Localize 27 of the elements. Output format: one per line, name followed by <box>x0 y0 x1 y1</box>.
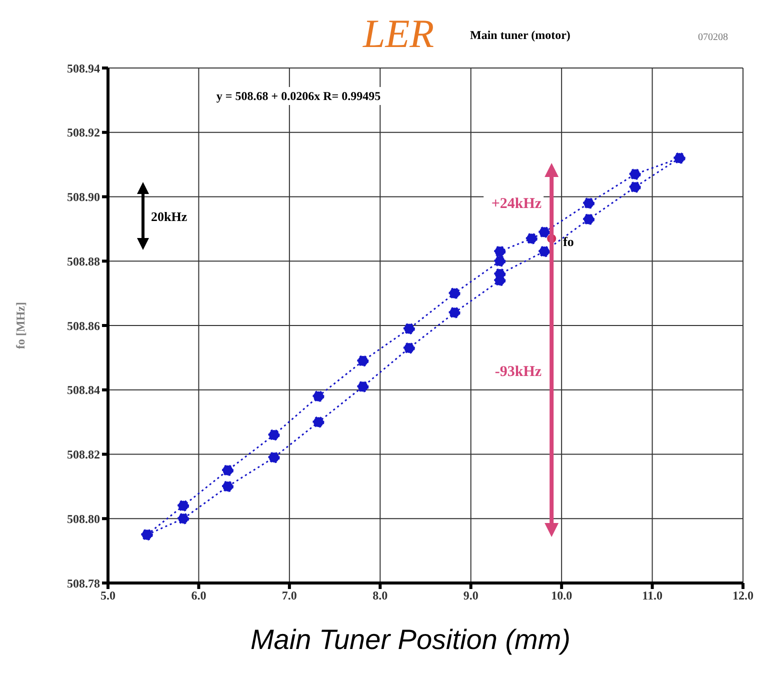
annotation: 20kHz <box>151 209 188 224</box>
y-axis-title: fo [MHz] <box>13 302 28 349</box>
y-tick-label: 508.78 <box>67 576 100 590</box>
x-tick-label: 11.0 <box>642 588 662 603</box>
x-tick-label: 10.0 <box>551 588 572 603</box>
x-tick-label: 12.0 <box>732 588 754 603</box>
x-tick-label: 5.0 <box>100 588 116 603</box>
y-tick-label: 508.92 <box>67 126 100 140</box>
x-tick-label: 7.0 <box>282 588 297 603</box>
y-tick-label: 508.84 <box>67 383 100 398</box>
x-axis-title: Main Tuner Position (mm) <box>249 623 572 657</box>
series-label: fo <box>563 234 574 250</box>
y-tick-label: 508.94 <box>67 61 100 76</box>
text: 070208 <box>698 32 728 43</box>
x-tick-label: 9.0 <box>463 588 478 603</box>
y-tick-label: 508.80 <box>67 512 100 526</box>
y-tick-label: 508.88 <box>67 254 100 268</box>
chart-title: LER <box>363 10 434 57</box>
annotation: -93kHz <box>494 364 542 380</box>
y-tick-label: 508.86 <box>67 318 100 333</box>
x-tick-label: 8.0 <box>372 588 388 603</box>
chart-subtitle: Main tuner (motor) <box>470 28 570 43</box>
y-tick-label: 508.90 <box>67 190 100 204</box>
annotation: y = 508.68 + 0.0206x R= 0.99495 <box>216 89 381 103</box>
y-tick-label: 508.82 <box>67 448 100 462</box>
annotation: +24kHz <box>491 196 542 212</box>
x-tick-label: 6.0 <box>191 588 206 603</box>
